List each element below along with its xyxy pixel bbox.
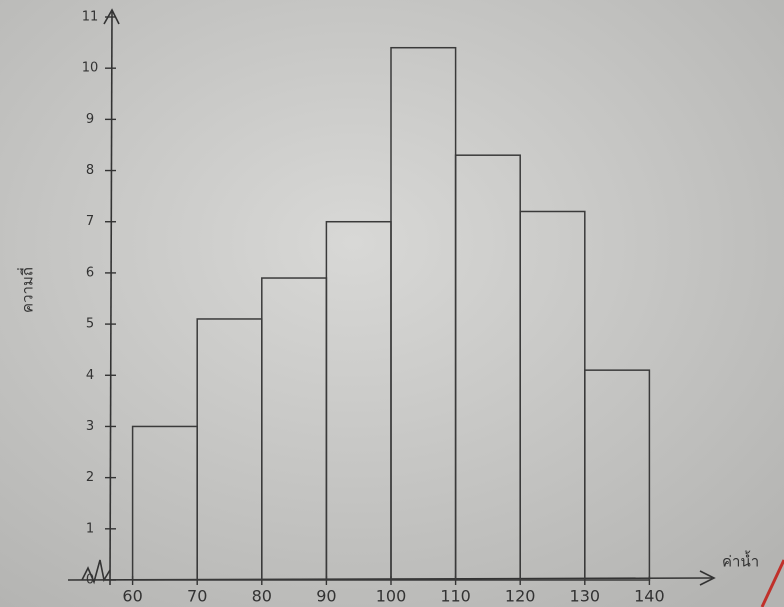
y-tick-label: 3 [86, 419, 94, 434]
x-tick-label: 90 [316, 587, 336, 606]
x-tick-label: 120 [505, 587, 536, 606]
x-tick-label: 130 [570, 587, 601, 606]
y-tick-label: 1 [86, 521, 94, 536]
x-tick-label: 60 [122, 587, 142, 606]
y-tick-label: 2 [86, 470, 94, 485]
x-tick-label: 140 [634, 587, 665, 606]
x-tick-label: 100 [376, 587, 407, 606]
x-tick-label: 110 [440, 587, 471, 606]
chart: ความถี่ ค่าน้ำ 0 1 2 3 4 5 6 7 8 9 10 11 60 70 80 90 100… [0, 0, 784, 607]
x-axis-label: ค่าน้ำ [722, 551, 759, 571]
y-tick-label: 11 [82, 10, 99, 25]
y-tick-label: 4 [86, 368, 94, 383]
paper [0, 0, 784, 607]
x-tick-label: 70 [187, 587, 207, 606]
x-tick-label: 80 [252, 587, 272, 606]
y-tick-label: 8 [86, 163, 94, 178]
y-tick-label: 10 [82, 61, 99, 76]
y-tick-label: 5 [86, 317, 94, 332]
y-tick-label: 6 [86, 265, 94, 280]
page: ความถี่ ค่าน้ำ 0 1 2 3 4 5 6 7 8 9 10 11 60 70 80 90 100… [0, 0, 784, 607]
y-tick-label: 7 [86, 214, 94, 229]
y-tick-label: 9 [86, 112, 94, 127]
y-tick-label: 0 [86, 573, 94, 588]
y-axis-label: ความถี่ [17, 267, 37, 313]
